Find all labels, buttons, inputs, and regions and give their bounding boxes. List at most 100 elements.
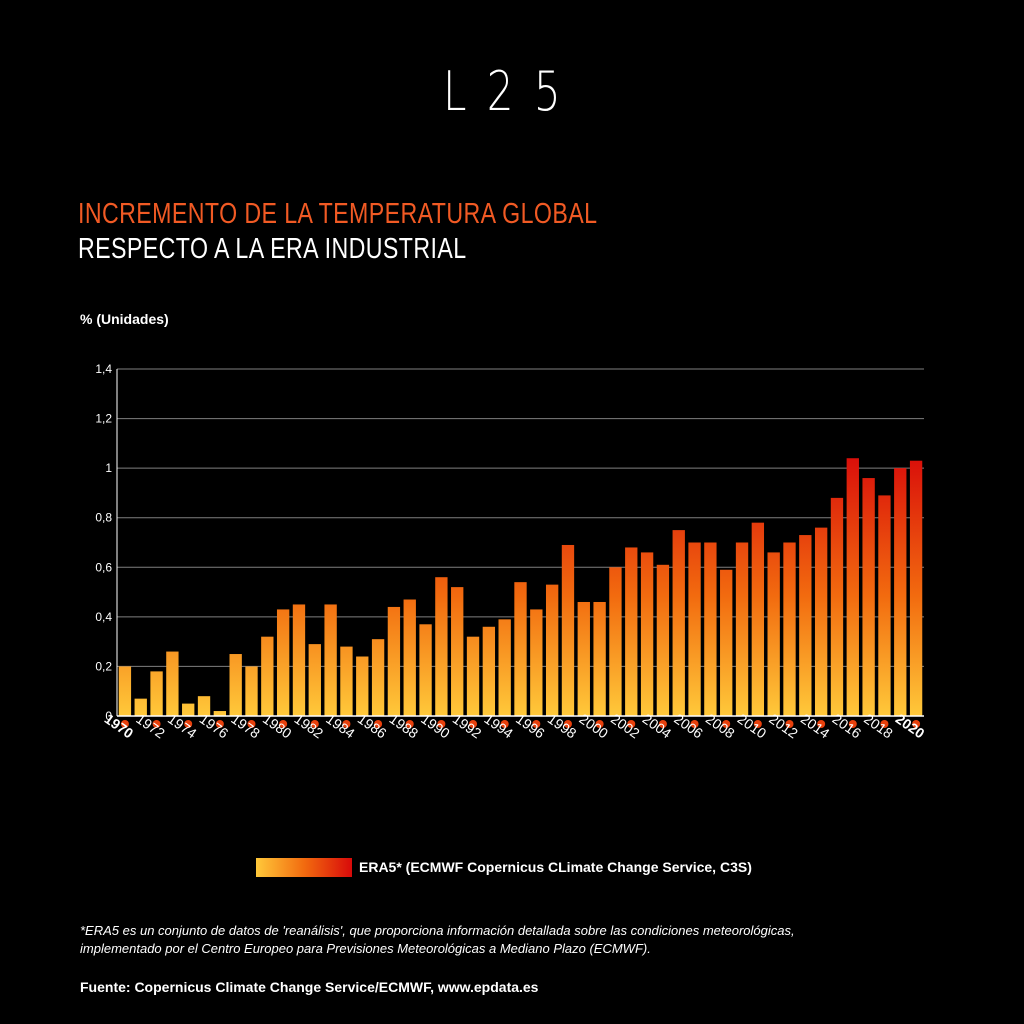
x-marker-dot	[469, 720, 478, 728]
x-markers	[120, 720, 921, 728]
bar	[783, 542, 796, 716]
x-marker-dot	[563, 720, 572, 728]
bar	[498, 619, 511, 716]
bar	[324, 604, 337, 716]
bar	[720, 569, 733, 716]
x-marker-dot	[753, 720, 762, 728]
x-marker-dot	[215, 720, 224, 728]
bar	[435, 577, 448, 716]
x-tick-label: 1978	[228, 710, 263, 741]
x-tick-label: 1994	[481, 710, 516, 741]
legend-swatch	[256, 857, 352, 877]
bar	[150, 671, 163, 716]
bar	[561, 544, 575, 716]
bar	[166, 651, 179, 716]
bar	[451, 587, 464, 716]
bar	[799, 535, 812, 716]
bar	[118, 666, 132, 716]
bar	[213, 711, 227, 716]
bar	[197, 696, 211, 716]
x-tick-label: 2008	[703, 710, 738, 741]
bar	[909, 460, 923, 716]
x-marker-dot	[310, 720, 319, 728]
x-tick-label: 2018	[861, 710, 896, 741]
x-marker-dot	[658, 720, 667, 728]
x-marker-dot	[342, 720, 351, 728]
x-tick-label: 1988	[386, 710, 421, 741]
legend-label: ERA5* (ECMWF Copernicus CLimate Change S…	[359, 859, 752, 875]
bar	[672, 530, 685, 716]
x-marker-dot	[880, 720, 889, 728]
x-tick-label: 1982	[292, 710, 327, 741]
bar	[308, 644, 321, 716]
chart-title: INCREMENTO DE LA TEMPERATURA GLOBAL	[78, 198, 598, 230]
bar	[466, 636, 480, 716]
bar	[229, 654, 242, 716]
y-tick-label: 1	[105, 461, 112, 475]
x-tick-label: 1984	[323, 710, 358, 741]
x-marker-dot	[848, 720, 857, 728]
x-tick-label: 1998	[545, 710, 580, 741]
bar	[134, 698, 147, 716]
x-tick-label: 2006	[671, 710, 706, 741]
bar	[767, 552, 780, 716]
bar	[735, 542, 749, 716]
bar	[577, 601, 590, 716]
x-marker-dot	[279, 720, 288, 728]
y-tick-label: 0,8	[95, 511, 112, 525]
x-tick-label: 2010	[735, 710, 770, 741]
bar	[530, 609, 543, 716]
x-marker-dot	[500, 720, 509, 728]
x-marker-dot	[817, 720, 826, 728]
x-tick-label: 2016	[830, 710, 865, 741]
y-tick-labels: 0 0,2 0,4 0,6 0,8 1 1,2 1,4	[95, 362, 112, 723]
x-tick-label: 1970	[102, 710, 137, 741]
x-tick-label: 1974	[165, 710, 200, 741]
bar	[814, 527, 828, 716]
bar	[245, 666, 258, 716]
x-tick-label: 1986	[355, 710, 390, 741]
bar	[340, 646, 353, 716]
x-marker-dot	[374, 720, 383, 728]
bar	[609, 567, 622, 716]
bar	[878, 495, 891, 716]
x-marker-dot	[690, 720, 699, 728]
bar	[514, 582, 527, 716]
bar	[387, 606, 401, 716]
bar	[704, 542, 717, 716]
x-marker-dot	[785, 720, 794, 728]
bar	[625, 547, 638, 716]
bar	[261, 636, 274, 716]
bar	[751, 522, 765, 716]
axes	[116, 369, 924, 717]
chart-subtitle: RESPECTO A LA ERA INDUSTRIAL	[78, 233, 467, 265]
y-tick-label: 0	[105, 709, 112, 723]
x-tick-label: 2004	[640, 710, 675, 741]
bar	[482, 626, 496, 716]
x-marker-dot	[184, 720, 193, 728]
footnote-line-1: *ERA5 es un conjunto de datos de 'reanál…	[80, 923, 795, 938]
y-tick-label: 0,4	[95, 610, 112, 624]
bars	[118, 458, 923, 716]
x-tick-label: 2002	[608, 710, 643, 741]
bar	[894, 468, 907, 716]
bar	[593, 601, 606, 716]
y-tick-label: 1,2	[95, 412, 112, 426]
x-marker-dot	[247, 720, 256, 728]
x-tick-label: 2020	[893, 710, 928, 741]
y-axis-label: % (Unidades)	[80, 311, 169, 327]
bar	[830, 497, 844, 716]
x-tick-label: 1980	[260, 710, 295, 741]
source-credit: Fuente: Copernicus Climate Change Servic…	[80, 979, 539, 995]
bar	[656, 564, 670, 716]
x-tick-label: 1996	[513, 710, 548, 741]
bar	[292, 604, 306, 716]
bar	[403, 599, 416, 716]
legend: ERA5* (ECMWF Copernicus CLimate Change S…	[256, 857, 752, 877]
y-tick-label: 1,4	[95, 362, 112, 376]
bar	[182, 703, 195, 716]
bar	[688, 542, 701, 716]
footnote-line-2: implementado por el Centro Europeo para …	[80, 941, 651, 956]
brand-logo: L25	[443, 60, 581, 123]
